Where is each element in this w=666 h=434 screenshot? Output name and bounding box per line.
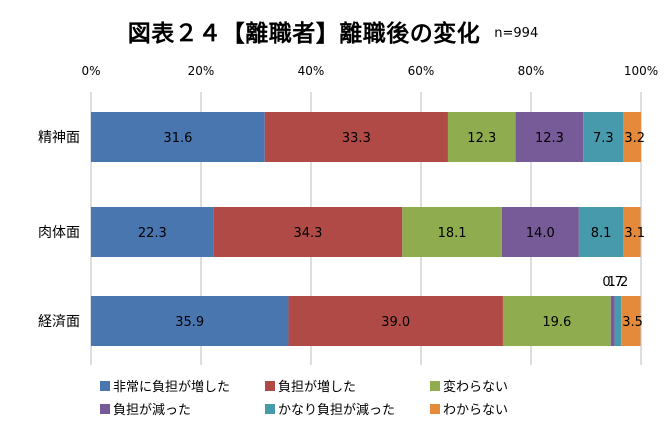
data-label: 22.3 — [138, 226, 167, 241]
legend-swatch — [100, 404, 110, 414]
data-label: 3.2 — [624, 131, 645, 146]
legend-swatch — [265, 381, 275, 391]
bar-segment — [515, 112, 584, 162]
legend-swatch — [430, 404, 440, 414]
bar-segment — [614, 296, 622, 346]
bar-segment — [288, 296, 503, 346]
bar-segment — [91, 112, 265, 162]
data-label: 18.1 — [438, 226, 467, 241]
legend-label: 負担が増した — [278, 380, 356, 395]
data-label: 3.1 — [624, 226, 645, 241]
legend-swatch — [430, 381, 440, 391]
bar-segment — [583, 112, 624, 162]
bar-segment — [402, 207, 502, 257]
data-label: 19.6 — [542, 315, 571, 330]
legend-swatch — [265, 404, 275, 414]
bar-segment — [91, 207, 214, 257]
data-label: 31.6 — [163, 131, 192, 146]
data-label: 8.1 — [591, 226, 612, 241]
data-label: 34.3 — [293, 226, 322, 241]
bar-segment — [213, 207, 403, 257]
bar-segment — [623, 112, 641, 162]
legend-label: 変わらない — [443, 379, 508, 395]
data-label: 7.3 — [593, 131, 614, 146]
legend-swatch — [100, 381, 110, 391]
chart-title: 図表２４【離職者】離職後の変化 — [127, 21, 481, 47]
x-tick-label: 100% — [624, 64, 658, 78]
data-label: 35.9 — [175, 315, 204, 330]
data-label: 0.7 — [602, 275, 623, 290]
data-label: 14.0 — [526, 226, 555, 241]
bar-segment — [623, 207, 641, 257]
bar-segment — [501, 207, 579, 257]
data-label: 12.3 — [467, 131, 496, 146]
legend-label: わからない — [443, 403, 508, 418]
bar-segment — [578, 207, 624, 257]
x-tick-label: 60% — [408, 64, 435, 78]
chart-title-block: 図表２４【離職者】離職後の変化 n=994 — [0, 14, 666, 48]
bar-segment — [447, 112, 516, 162]
category-label: 精神面 — [38, 130, 80, 146]
category-label: 肉体面 — [38, 225, 80, 241]
data-label: 33.3 — [342, 131, 371, 146]
data-label: 1.2 — [608, 275, 629, 290]
bar-segment — [610, 296, 615, 346]
x-tick-label: 40% — [298, 64, 325, 78]
sample-size-label: n=994 — [494, 26, 539, 41]
legend-label: かなり負担が減った — [278, 402, 395, 418]
bar-segment — [621, 296, 641, 346]
bar-segment — [91, 296, 289, 346]
data-label: 39.0 — [381, 315, 410, 330]
x-tick-label: 20% — [188, 64, 215, 78]
data-label: 3.5 — [622, 315, 643, 330]
data-label: 12.3 — [535, 131, 564, 146]
x-tick-label: 80% — [518, 64, 545, 78]
legend-label: 非常に負担が増した — [113, 380, 230, 395]
legend-label: 負担が減った — [113, 402, 191, 418]
category-label: 経済面 — [38, 314, 80, 330]
bar-segment — [502, 296, 611, 346]
x-tick-label: 0% — [81, 64, 100, 78]
bar-segment — [264, 112, 448, 162]
